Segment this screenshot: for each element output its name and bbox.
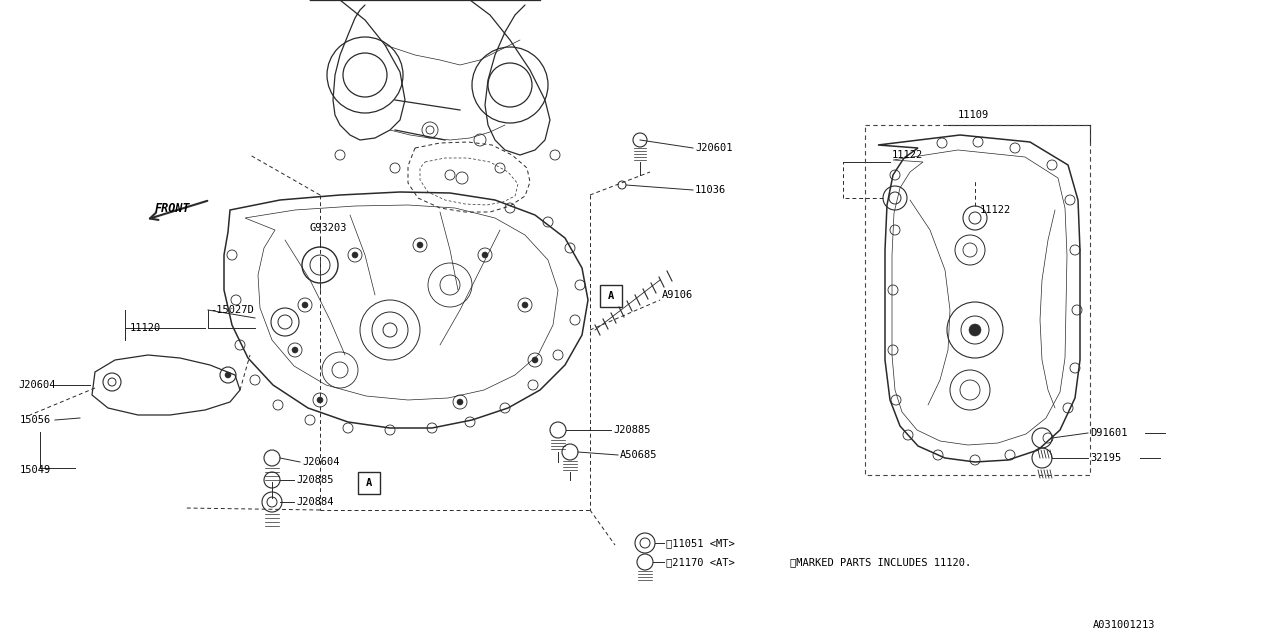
Text: J20885: J20885 — [613, 425, 650, 435]
Circle shape — [225, 372, 230, 378]
Text: A9106: A9106 — [662, 290, 694, 300]
Text: 15056: 15056 — [20, 415, 51, 425]
Text: J20604: J20604 — [18, 380, 55, 390]
Bar — [865, 125, 1091, 475]
Text: 11120: 11120 — [131, 323, 161, 333]
Circle shape — [352, 252, 358, 258]
Circle shape — [292, 347, 298, 353]
Circle shape — [532, 357, 538, 363]
Text: FRONT: FRONT — [155, 202, 191, 214]
Circle shape — [457, 399, 463, 405]
Bar — [600, 285, 622, 307]
Text: -15027D: -15027D — [210, 305, 253, 315]
Text: 32195: 32195 — [1091, 453, 1121, 463]
Text: 15049: 15049 — [20, 465, 51, 475]
Text: 11122: 11122 — [980, 205, 1011, 215]
Text: D91601: D91601 — [1091, 428, 1128, 438]
Text: 11109: 11109 — [957, 110, 989, 120]
Text: ※21170 <AT>: ※21170 <AT> — [666, 557, 735, 567]
Circle shape — [483, 252, 488, 258]
Circle shape — [969, 324, 980, 336]
Text: ※11051 <MT>: ※11051 <MT> — [666, 538, 735, 548]
Circle shape — [302, 302, 308, 308]
Text: 11122: 11122 — [892, 150, 923, 160]
Text: A: A — [366, 478, 372, 488]
Text: A50685: A50685 — [620, 450, 658, 460]
Text: A: A — [608, 291, 614, 301]
Text: J20884: J20884 — [296, 497, 334, 507]
Bar — [358, 472, 380, 494]
Circle shape — [317, 397, 323, 403]
Text: A031001213: A031001213 — [1093, 620, 1155, 630]
Text: G93203: G93203 — [310, 223, 347, 233]
Circle shape — [417, 242, 422, 248]
Text: J20885: J20885 — [296, 475, 334, 485]
Circle shape — [522, 302, 529, 308]
Text: ※MARKED PARTS INCLUDES 11120.: ※MARKED PARTS INCLUDES 11120. — [790, 557, 972, 567]
Text: 11036: 11036 — [695, 185, 726, 195]
Text: J20601: J20601 — [695, 143, 732, 153]
Text: J20604: J20604 — [302, 457, 339, 467]
